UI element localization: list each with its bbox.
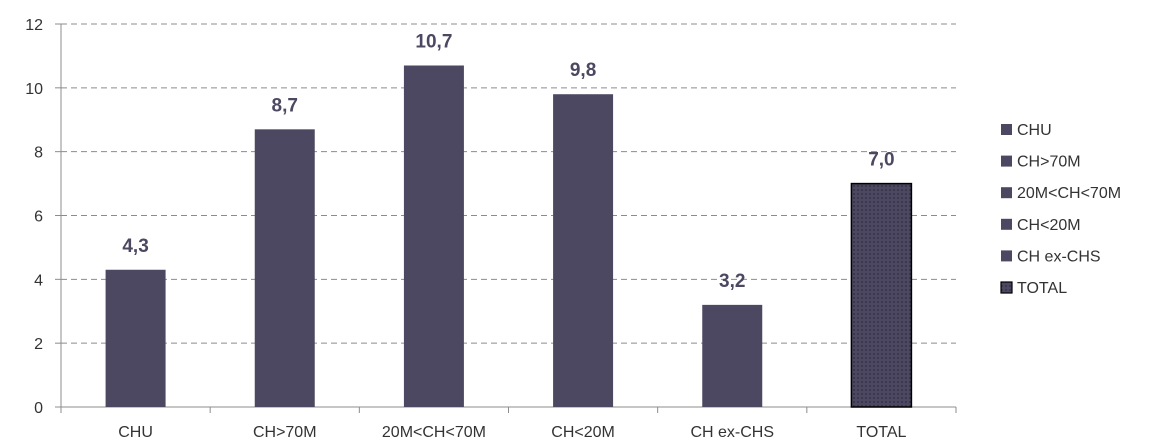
- axes: 0 2 4 6 8 10 12 CHU CH>70M 20M<CH<70M CH<20M CH ex-…: [25, 17, 957, 441]
- bar-5: [850, 182, 913, 408]
- category-label: CH>70M: [253, 424, 317, 441]
- legend: CHU CH>70M 20M<CH<70M CH<20M CH ex-CHS TOTAL: [1000, 122, 1121, 297]
- y-tick-label: 2: [34, 336, 43, 353]
- legend-swatch: [1001, 155, 1012, 167]
- bar-4: [702, 304, 763, 407]
- y-tick-label: 10: [25, 81, 43, 98]
- bars: [105, 65, 913, 408]
- gridlines: [61, 23, 956, 344]
- category-label: CH ex-CHS: [690, 424, 774, 441]
- bar-0: [105, 269, 166, 407]
- data-label: 3,2: [719, 271, 745, 292]
- y-tick-label: 12: [25, 17, 43, 34]
- legend-label: TOTAL: [1017, 280, 1067, 297]
- bar-2: [403, 65, 464, 407]
- category-label: TOTAL: [856, 424, 906, 441]
- category-label: CHU: [118, 424, 153, 441]
- y-tick-label: 0: [34, 400, 43, 417]
- y-tick-label: 8: [34, 145, 43, 162]
- data-label: 7,0: [868, 150, 894, 171]
- data-label: 9,8: [570, 60, 596, 81]
- legend-swatch: [1001, 124, 1012, 135]
- legend-label: CH<20M: [1017, 217, 1081, 234]
- legend-label: 20M<CH<70M: [1017, 185, 1121, 202]
- data-label: 10,7: [415, 31, 452, 52]
- data-labels: 4,3 8,7 10,7 9,8 3,2 7,0: [122, 31, 894, 291]
- bar-1: [254, 129, 315, 407]
- data-label: 4,3: [122, 236, 148, 257]
- legend-swatch: [1001, 187, 1012, 199]
- legend-swatch: [1001, 218, 1012, 230]
- data-label: 8,7: [272, 95, 298, 116]
- legend-label: CH>70M: [1017, 154, 1081, 171]
- legend-swatch: [1001, 250, 1012, 262]
- y-tick-label: 6: [34, 209, 43, 226]
- legend-swatch: [1000, 281, 1013, 294]
- category-label: 20M<CH<70M: [382, 424, 486, 441]
- y-tick-label: 4: [34, 272, 43, 289]
- bar-3: [553, 94, 614, 407]
- category-label: CH<20M: [551, 424, 615, 441]
- legend-label: CH ex-CHS: [1017, 248, 1101, 265]
- legend-label: CHU: [1017, 122, 1052, 139]
